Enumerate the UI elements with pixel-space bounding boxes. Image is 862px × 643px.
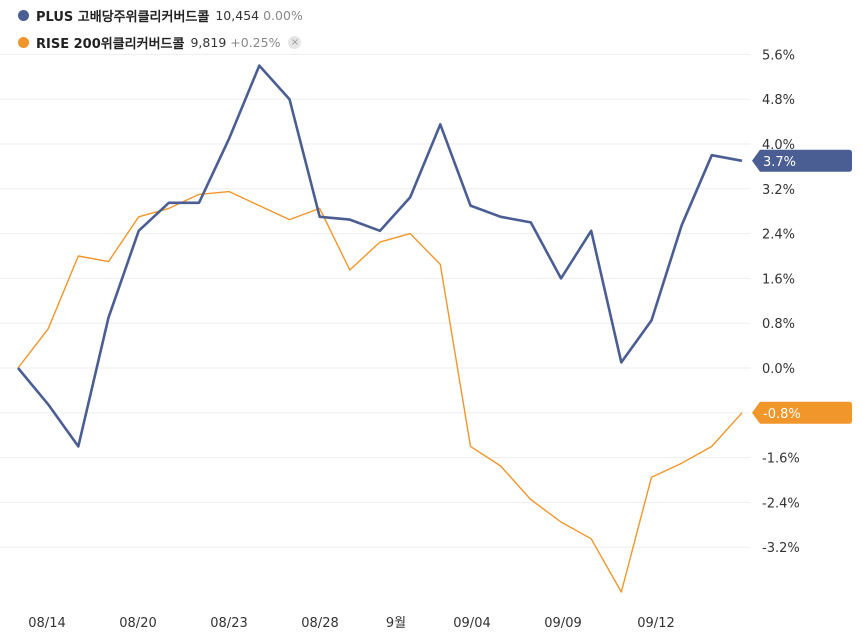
y-tick-label: -1.6% (762, 452, 800, 467)
y-tick-label: -2.4% (762, 496, 800, 511)
x-tick-label: 08/20 (119, 616, 156, 631)
y-tick-label: 0.8% (762, 317, 795, 332)
series-line (17, 190, 743, 593)
last-value-label: -0.8% (763, 407, 801, 422)
x-tick-label: 08/28 (301, 616, 338, 631)
x-tick-label: 09/04 (453, 616, 490, 631)
last-value-label: 3.7% (763, 155, 796, 170)
y-tick-label: 1.6% (762, 272, 795, 287)
legend-item-plus: PLUS 고배당주위클리커버드콜 10,454 0.00% (18, 6, 303, 25)
y-tick-label: 4.8% (762, 93, 795, 108)
x-tick-label: 08/23 (210, 616, 247, 631)
remove-series-close-icon[interactable]: × (288, 36, 302, 49)
series-color-dot (18, 37, 29, 48)
legend-series-name: RISE 200위클리커버드콜 (36, 37, 185, 52)
series-color-dot (18, 10, 29, 21)
x-tick-label: 09/09 (544, 616, 581, 631)
x-tick-label: 08/14 (28, 616, 65, 631)
y-tick-label: -3.2% (762, 541, 800, 556)
last-value-tag (752, 401, 852, 424)
y-tick-label: 2.4% (762, 228, 795, 243)
legend-series-price: 9,819 (190, 35, 227, 50)
x-tick-label: 09/12 (637, 616, 674, 631)
series-line (16, 64, 743, 448)
y-tick-label: 4.0% (762, 138, 795, 153)
legend-item-rise: RISE 200위클리커버드콜 9,819 +0.25% × (18, 33, 302, 52)
legend-series-name: PLUS 고배당주위클리커버드콜 (36, 10, 210, 25)
x-tick-label: 9월 (386, 616, 406, 631)
y-tick-label: 3.2% (762, 183, 795, 198)
last-value-tag (752, 149, 852, 172)
y-tick-label: 0.0% (762, 362, 795, 377)
legend-series-change: +0.25% (230, 35, 281, 50)
legend-series-change: 0.00% (263, 8, 303, 23)
y-tick-label: 5.6% (762, 48, 795, 63)
legend-series-price: 10,454 (215, 8, 260, 23)
